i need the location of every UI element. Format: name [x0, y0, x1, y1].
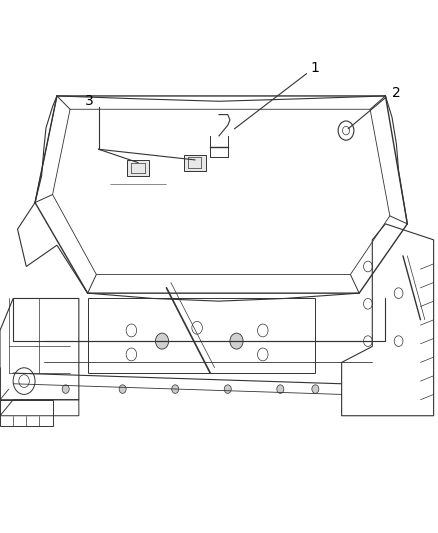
- Circle shape: [230, 333, 243, 349]
- Circle shape: [224, 385, 231, 393]
- Circle shape: [155, 333, 169, 349]
- Circle shape: [62, 385, 69, 393]
- Polygon shape: [184, 155, 206, 171]
- Circle shape: [277, 385, 284, 393]
- Circle shape: [312, 385, 319, 393]
- Circle shape: [172, 385, 179, 393]
- Polygon shape: [127, 160, 149, 176]
- Circle shape: [119, 385, 126, 393]
- Text: 3: 3: [85, 94, 94, 108]
- Text: 2: 2: [392, 86, 401, 100]
- Text: 1: 1: [311, 61, 320, 75]
